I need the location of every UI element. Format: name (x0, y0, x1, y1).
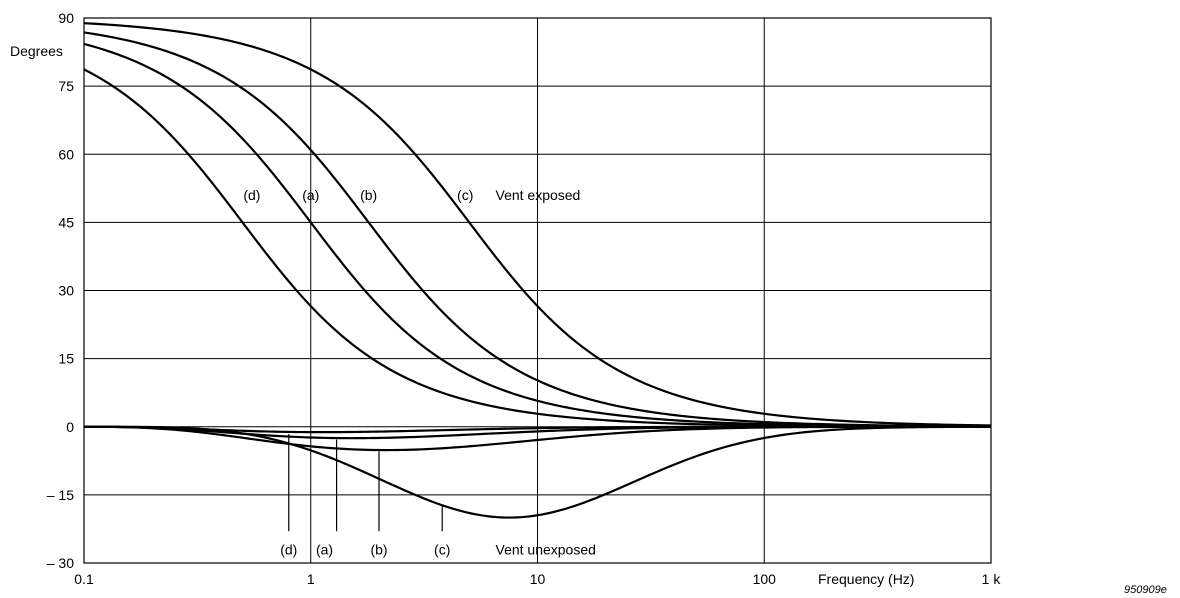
series-label: (b) (360, 187, 377, 203)
y-axis-label: Degrees (10, 43, 63, 59)
series-label: (c) (434, 541, 450, 557)
x-tick-label: 1 k (982, 571, 1002, 587)
leader-layer (288, 434, 443, 532)
x-tick-label: 1 (307, 571, 315, 587)
y-tick-label: – 30 (47, 555, 74, 571)
y-tick-label: 90 (58, 10, 74, 26)
series-label: (a) (302, 187, 319, 203)
series-label: (d) (243, 187, 260, 203)
x-tick-label: 10 (530, 571, 546, 587)
series-label: (c) (457, 187, 473, 203)
x-tick-label: 100 (753, 571, 777, 587)
curve-layer (83, 22, 992, 519)
y-tick-label: – 15 (47, 487, 74, 503)
plot-frame (83, 17, 992, 564)
series-label: (b) (370, 541, 387, 557)
y-tick-label: 0 (66, 419, 74, 435)
x-axis-label: Frequency (Hz) (818, 571, 914, 587)
y-tick-label: 75 (58, 78, 74, 94)
tick-label-layer: 90 75 60 45 30 15 0 – 15 – 300.1 1 10 100 1 k (47, 10, 1002, 587)
series-curve-exposed-b (83, 31, 992, 428)
series-label-layer: (d) (a) (b) (c) (d) (a) (b) (c) Vent exposed Vent… (243, 187, 596, 557)
series-curve-unexposed-c (84, 425, 992, 519)
group-label: Vent exposed (496, 187, 581, 203)
series-curve-unexposed-b (84, 425, 991, 452)
y-tick-label: 15 (58, 351, 74, 367)
group-label: Vent unexposed (496, 541, 596, 557)
grid-layer (84, 18, 991, 563)
figure-id: 950909e (1124, 584, 1167, 596)
y-tick-label: 30 (58, 283, 74, 299)
x-tick-label: 0.1 (74, 571, 94, 587)
series-label: (d) (280, 541, 297, 557)
y-tick-label: 60 (58, 146, 74, 162)
series-label: (a) (316, 541, 333, 557)
series-curve-exposed-c (83, 22, 992, 427)
y-tick-label: 45 (58, 214, 74, 230)
